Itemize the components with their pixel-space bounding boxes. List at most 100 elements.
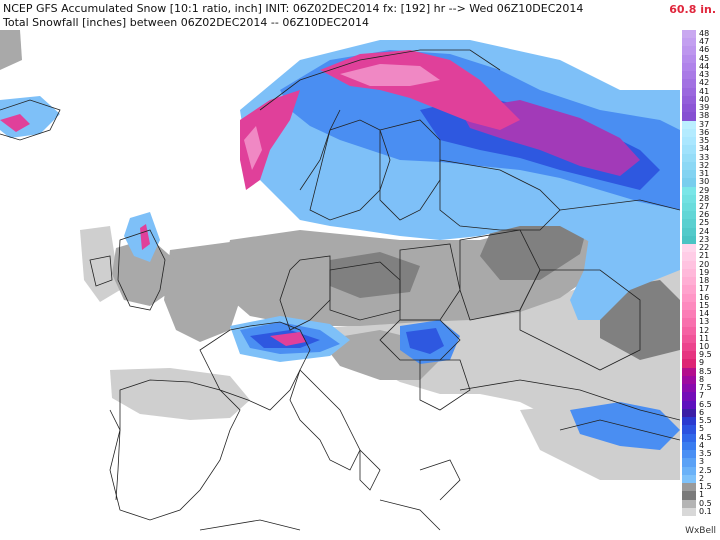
max-snowfall-value: 60.8 in. bbox=[669, 3, 716, 16]
legend-row: 26 bbox=[680, 210, 720, 220]
legend-swatch bbox=[682, 400, 696, 409]
legend-row: 7 bbox=[680, 391, 720, 401]
legend-label: 16 bbox=[699, 292, 710, 302]
legend-swatch bbox=[682, 137, 696, 146]
legend-swatch bbox=[682, 359, 696, 368]
map-subtitle: Total Snowfall [inches] between 06Z02DEC… bbox=[3, 16, 369, 29]
legend-row: 30 bbox=[680, 177, 720, 187]
legend-label: 11 bbox=[699, 333, 710, 343]
legend-row: 3 bbox=[680, 457, 720, 467]
legend-label: 17 bbox=[699, 284, 710, 294]
legend-swatch bbox=[682, 112, 696, 121]
legend-row: 23 bbox=[680, 235, 720, 245]
legend-label: 0.1 bbox=[699, 506, 712, 516]
legend-row: 20 bbox=[680, 259, 720, 269]
legend-label: 22 bbox=[699, 243, 710, 253]
legend-swatch bbox=[682, 227, 696, 236]
legend-row: 18 bbox=[680, 276, 720, 286]
legend-swatch bbox=[682, 145, 696, 154]
legend-row: 42 bbox=[680, 78, 720, 88]
legend-label: 9 bbox=[699, 358, 705, 368]
legend-row: 12 bbox=[680, 325, 720, 335]
wxbell-logo: WxBell bbox=[685, 526, 716, 536]
legend-label: 6.5 bbox=[699, 399, 712, 409]
snow-zone-pink bbox=[244, 64, 440, 170]
legend-swatch bbox=[682, 285, 696, 294]
legend-swatch bbox=[682, 62, 696, 72]
legend-label: 1 bbox=[699, 490, 705, 500]
legend-swatch bbox=[682, 260, 696, 269]
legend-label: 19 bbox=[699, 267, 710, 277]
legend-row: 1.5 bbox=[680, 482, 720, 492]
legend-label: 12 bbox=[699, 325, 710, 335]
legend-swatch bbox=[682, 79, 696, 88]
legend-row: 4 bbox=[680, 441, 720, 451]
map-title: NCEP GFS Accumulated Snow [10:1 ratio, i… bbox=[3, 2, 584, 15]
legend-label: 2 bbox=[699, 473, 705, 483]
legend-label: 35 bbox=[699, 136, 710, 146]
legend-row: 4.5 bbox=[680, 433, 720, 442]
legend-swatch bbox=[682, 458, 696, 467]
legend-row: 45 bbox=[680, 53, 720, 63]
legend-row: 37 bbox=[680, 120, 720, 129]
legend-swatch bbox=[682, 178, 696, 187]
legend-label: 36 bbox=[699, 127, 710, 137]
legend-swatch bbox=[682, 326, 696, 335]
legend-row: 8.5 bbox=[680, 367, 720, 376]
legend-label: 1.5 bbox=[699, 482, 712, 492]
legend-swatch bbox=[682, 153, 696, 162]
legend-label: 3.5 bbox=[699, 449, 712, 459]
legend-label: 34 bbox=[699, 144, 710, 154]
legend-row: 27 bbox=[680, 202, 720, 212]
legend-swatch bbox=[682, 293, 696, 302]
legend-swatch bbox=[682, 310, 696, 319]
legend-label: 9.5 bbox=[699, 350, 712, 360]
legend-row: 6 bbox=[680, 408, 720, 418]
legend-swatch bbox=[682, 483, 696, 492]
legend-row: 46 bbox=[680, 45, 720, 55]
legend-label: 14 bbox=[699, 309, 710, 319]
legend-row: 9 bbox=[680, 358, 720, 368]
legend-row: 36 bbox=[680, 127, 720, 138]
legend-swatch bbox=[682, 417, 696, 426]
legend-label: 41 bbox=[699, 86, 710, 96]
legend-swatch bbox=[682, 367, 696, 376]
legend-row: 25 bbox=[680, 218, 720, 228]
legend-row: 21 bbox=[680, 251, 720, 261]
legend-label: 42 bbox=[699, 78, 710, 88]
legend-label: 45 bbox=[699, 53, 710, 63]
legend-swatch bbox=[682, 507, 696, 516]
legend-swatch bbox=[682, 474, 696, 484]
legend-row: 41 bbox=[680, 86, 720, 96]
legend-row: 35 bbox=[680, 136, 720, 146]
legend-row: 47 bbox=[680, 37, 720, 47]
legend-swatch bbox=[682, 392, 696, 401]
legend-swatch bbox=[682, 433, 696, 442]
legend-swatch bbox=[682, 30, 696, 39]
legend-label: 7.5 bbox=[699, 383, 712, 393]
legend-swatch bbox=[682, 384, 696, 393]
legend-swatch bbox=[682, 95, 696, 105]
legend-label: 24 bbox=[699, 226, 710, 236]
legend-row: 34 bbox=[680, 144, 720, 154]
legend-row: 9.5 bbox=[680, 350, 720, 360]
legend-row: 10 bbox=[680, 342, 720, 352]
legend-label: 29 bbox=[699, 185, 710, 195]
legend-label: 20 bbox=[699, 259, 710, 269]
legend-row: 28 bbox=[680, 194, 720, 203]
legend-label: 0.5 bbox=[699, 498, 712, 508]
legend-row: 43 bbox=[680, 70, 720, 80]
legend-label: 15 bbox=[699, 300, 710, 310]
legend-label: 48 bbox=[699, 29, 710, 38]
legend-row: 44 bbox=[680, 62, 720, 72]
legend-swatch bbox=[682, 343, 696, 352]
legend-label: 3 bbox=[699, 457, 705, 467]
legend-label: 40 bbox=[699, 94, 710, 104]
country-borders bbox=[0, 49, 680, 531]
legend-row: 33 bbox=[680, 153, 720, 162]
legend-label: 32 bbox=[699, 160, 710, 170]
legend-label: 47 bbox=[699, 37, 710, 47]
legend-row: 48 bbox=[680, 29, 720, 39]
color-legend: 48 47 46 45 44 43 42 41 40 39 38 37 36 35 34 33 32 31 30 29… bbox=[680, 29, 720, 516]
legend-swatch bbox=[682, 252, 696, 261]
